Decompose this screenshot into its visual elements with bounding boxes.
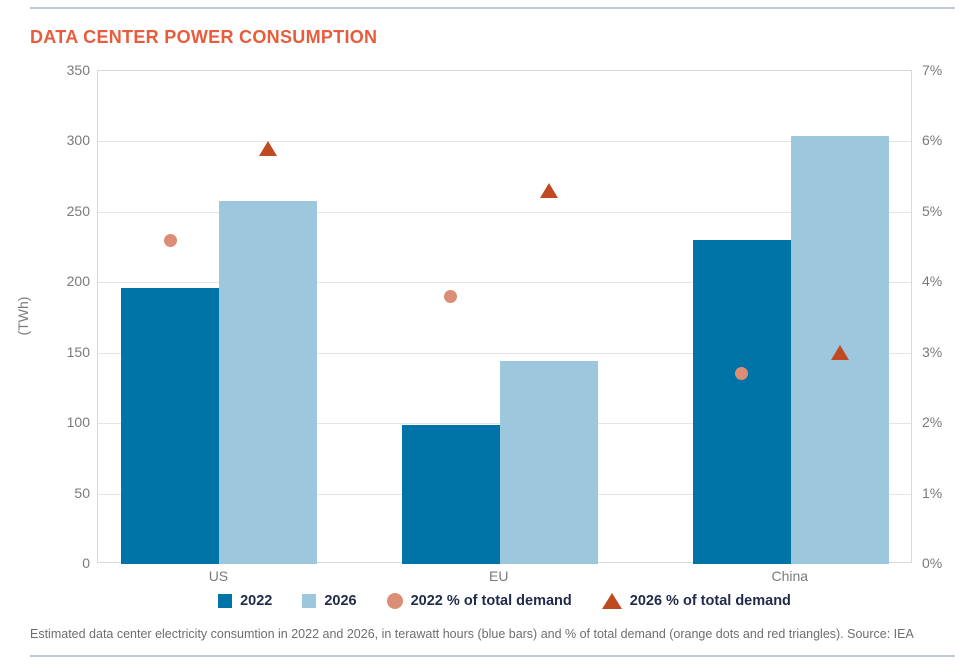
right-axis-tick: 5%	[922, 202, 943, 219]
legend-item-2022-of-total-demand: 2022 % of total demand	[386, 593, 572, 609]
legend-square-swatch	[302, 594, 317, 608]
bar-2022-china	[692, 240, 791, 564]
dot-2022-pct-china	[735, 367, 749, 381]
triangle-2026-pct-us	[259, 140, 278, 156]
legend-label: 2022	[240, 593, 273, 609]
plot-area	[97, 70, 912, 564]
category-label-eu: EU	[489, 568, 509, 584]
chart-title: DATA CENTER POWER CONSUMPTION	[30, 27, 378, 47]
chart-legend: 2022 2026 2022 % of total demand 2026 % of …	[97, 593, 912, 609]
right-axis-tick: 7%	[922, 62, 943, 78]
gridline	[98, 141, 911, 143]
gridline	[98, 211, 911, 213]
right-axis-tick: 2%	[922, 414, 943, 431]
dot-2022-pct-us	[163, 233, 177, 247]
triangle-2026-pct-china	[830, 345, 849, 361]
chart-caption: Estimated data center electricity consum…	[30, 627, 914, 641]
left-axis-tick: 150	[66, 343, 90, 360]
legend-triangle-icon	[601, 593, 622, 609]
legend-label: 2022 % of total demand	[410, 593, 572, 609]
gridline	[98, 282, 911, 284]
gridline	[98, 352, 911, 354]
left-axis-tick: 350	[66, 62, 90, 78]
bar-2022-eu	[401, 424, 500, 564]
bar-2026-eu	[499, 361, 598, 564]
legend-item-2026-of-total-demand: 2026 % of total demand	[601, 593, 791, 609]
bottom-divider	[30, 655, 955, 657]
bar-2026-us	[219, 200, 318, 564]
dot-2022-pct-eu	[444, 289, 458, 303]
legend-item-2022: 2022	[218, 593, 272, 609]
bar-2022-us	[121, 287, 220, 564]
legend-circle-icon	[386, 593, 403, 609]
right-axis-tick: 0%	[922, 555, 943, 571]
left-axis-tick: 300	[66, 132, 90, 149]
left-axis-tick: 250	[66, 202, 90, 219]
left-axis-tick: 200	[66, 273, 90, 290]
legend-item-2026: 2026	[302, 593, 357, 609]
right-axis-tick: 3%	[922, 343, 943, 360]
legend-label: 2026 % of total demand	[629, 593, 791, 609]
right-axis-tick: 1%	[922, 484, 943, 501]
right-axis-tick: 6%	[922, 132, 943, 149]
left-axis-tick: 50	[74, 484, 90, 501]
category-label-us: US	[208, 568, 229, 584]
left-axis-title: (TWh)	[15, 296, 31, 336]
category-label-china: China	[771, 568, 809, 584]
legend-square-swatch	[218, 594, 233, 608]
left-axis-tick: 100	[66, 414, 90, 431]
top-divider	[30, 7, 955, 9]
triangle-2026-pct-eu	[539, 183, 558, 199]
right-axis-tick: 4%	[922, 273, 943, 290]
legend-label: 2026	[324, 593, 357, 609]
left-axis-tick: 0	[82, 555, 90, 571]
